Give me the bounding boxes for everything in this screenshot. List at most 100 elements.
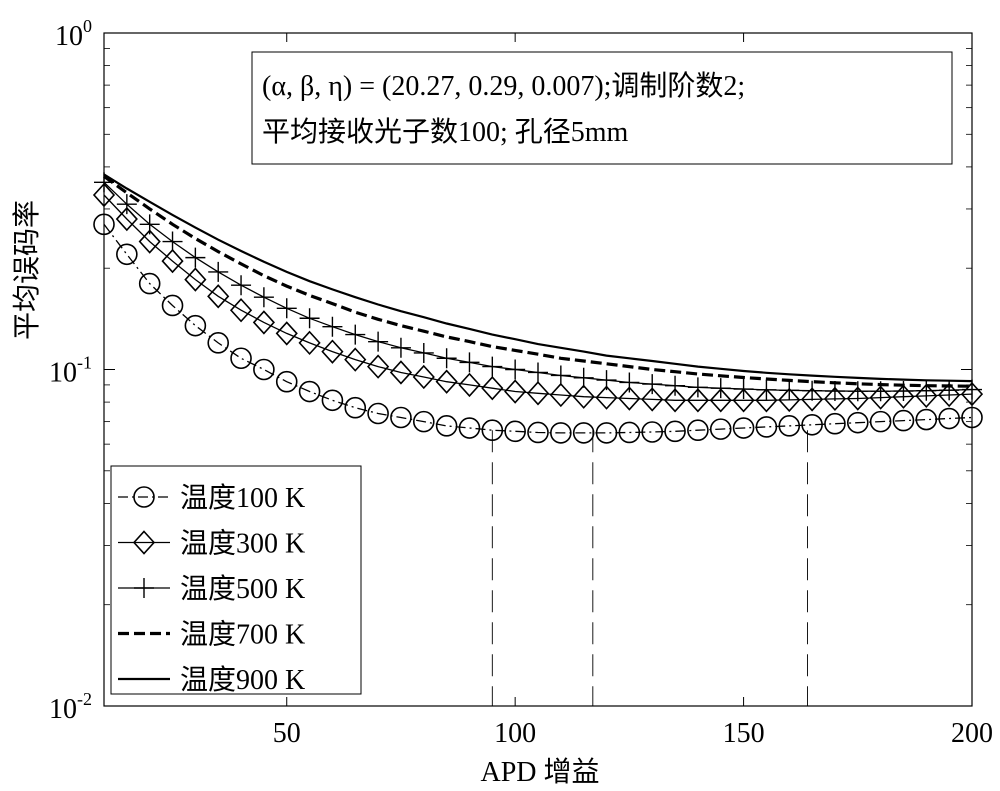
series-line — [103, 223, 973, 434]
marker-diamond — [138, 229, 161, 254]
marker-plus — [436, 348, 457, 369]
marker-circle — [161, 294, 184, 317]
marker-circle — [846, 411, 869, 434]
legend-item: 温度900 K — [118, 664, 305, 696]
marker-diamond — [207, 284, 230, 309]
marker-circle — [133, 486, 155, 508]
marker-plus — [459, 352, 480, 373]
marker-diamond — [869, 385, 892, 410]
marker-circle — [892, 409, 915, 432]
marker-diamond — [526, 381, 550, 406]
x-axis-label: APD 增益 — [480, 756, 599, 788]
marker-circle — [595, 422, 618, 444]
marker-diamond — [161, 248, 184, 274]
marker-diamond — [641, 387, 664, 412]
marker-circle — [138, 272, 161, 295]
marker-circle — [390, 406, 412, 429]
series-layer — [92, 172, 984, 444]
marker-diamond — [389, 360, 413, 385]
marker-plus — [619, 372, 640, 393]
series-5 — [103, 173, 973, 383]
series-line — [103, 194, 973, 401]
marker-plus — [733, 379, 754, 400]
marker-plus — [710, 378, 731, 399]
y-tick-label: 10-2 — [49, 689, 92, 725]
marker-plus — [756, 379, 777, 400]
annotation-line-1: (α, β, η) = (20.27, 0.29, 0.007);调制阶数2; — [262, 70, 745, 102]
marker-diamond — [801, 387, 824, 412]
marker-circle — [938, 407, 960, 430]
y-tick-label: 100 — [55, 16, 92, 52]
marker-circle — [527, 421, 549, 444]
legend-item: 温度700 K — [118, 619, 305, 651]
marker-plus — [276, 298, 297, 319]
marker-circle — [298, 380, 321, 403]
legend-label: 温度100 K — [180, 482, 305, 514]
marker-diamond — [618, 386, 641, 411]
marker-diamond — [823, 386, 847, 412]
legend: 温度100 K 温度300 K 温度500 K 温度700 K 温度900 K — [110, 465, 362, 696]
x-tick-label: 150 — [723, 718, 765, 749]
marker-plus — [550, 365, 571, 386]
marker-circle — [207, 332, 230, 354]
marker-diamond — [367, 354, 390, 379]
marker-diamond — [595, 385, 618, 410]
marker-plus — [779, 380, 800, 401]
marker-diamond — [732, 388, 755, 413]
marker-circle — [435, 415, 458, 437]
marker-plus — [596, 370, 617, 391]
marker-circle — [824, 412, 846, 435]
y-axis-label: 平均误码率 — [11, 200, 43, 340]
x-tick-label: 50 — [273, 718, 301, 749]
marker-plus — [322, 316, 343, 337]
marker-diamond — [458, 372, 481, 398]
marker-plus — [368, 331, 389, 352]
marker-diamond — [435, 369, 458, 394]
marker-plus — [916, 380, 937, 401]
marker-plus — [390, 337, 411, 358]
marker-plus — [231, 275, 252, 296]
marker-circle — [709, 418, 732, 440]
marker-plus — [185, 247, 206, 268]
marker-plus — [253, 287, 274, 308]
marker-plus — [528, 362, 548, 383]
marker-circle — [572, 422, 595, 444]
marker-circle — [755, 416, 778, 438]
marker-circle — [664, 420, 686, 443]
marker-plus — [939, 380, 960, 401]
legend-label: 温度900 K — [180, 664, 305, 696]
legend-item: 温度500 K — [118, 573, 305, 605]
marker-plus — [642, 374, 663, 395]
marker-plus — [847, 381, 868, 402]
marker-diamond — [709, 388, 732, 413]
marker-circle — [321, 389, 344, 412]
marker-plus — [802, 380, 823, 401]
x-tick-label: 200 — [951, 718, 993, 749]
legend-item: 温度300 K — [118, 528, 305, 560]
legend-item: 温度100 K — [118, 482, 305, 514]
marker-circle — [481, 419, 504, 442]
legend-label: 温度300 K — [180, 528, 305, 560]
marker-diamond — [115, 206, 138, 232]
marker-diamond — [132, 530, 156, 555]
marker-diamond — [846, 386, 869, 411]
marker-diamond — [184, 267, 207, 292]
marker-circle — [778, 415, 801, 437]
marker-circle — [412, 410, 435, 433]
marker-plus — [505, 359, 526, 380]
series-line — [103, 181, 973, 392]
marker-diamond — [504, 379, 527, 404]
marker-diamond — [686, 388, 709, 413]
marker-diamond — [412, 364, 435, 390]
marker-circle — [458, 417, 481, 439]
marker-circle — [550, 422, 572, 444]
marker-diamond — [298, 330, 321, 356]
marker-circle — [801, 413, 823, 436]
marker-circle — [732, 417, 755, 439]
legend-label: 温度700 K — [180, 619, 305, 651]
marker-plus — [665, 375, 686, 396]
series-2 — [92, 182, 984, 413]
legend-label: 温度500 K — [180, 573, 305, 605]
marker-plus — [413, 342, 434, 363]
